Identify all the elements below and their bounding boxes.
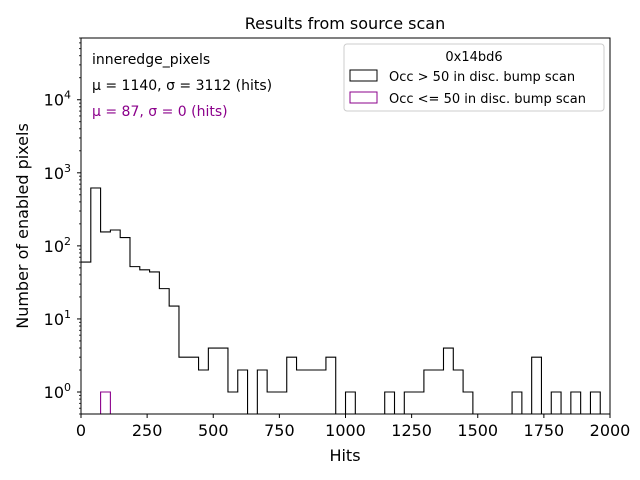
x-tick-label: 750 bbox=[264, 421, 295, 440]
chart-title: Results from source scan bbox=[245, 14, 445, 33]
legend: 0x14bd6 Occ > 50 in disc. bump scan Occ … bbox=[343, 43, 605, 112]
annotation-stats-main: μ = 1140, σ = 3112 (hits) bbox=[92, 78, 272, 94]
y-tick-label: 103 bbox=[44, 162, 71, 183]
x-tick-label: 2000 bbox=[590, 421, 631, 440]
annotation-stats-secondary: μ = 87, σ = 0 (hits) bbox=[92, 104, 228, 120]
x-tick-label: 1250 bbox=[391, 421, 432, 440]
legend-label-series-2: Occ <= 50 in disc. bump scan bbox=[389, 92, 586, 107]
x-tick-label: 500 bbox=[198, 421, 229, 440]
y-tick-label: 104 bbox=[44, 89, 71, 110]
legend-label-series-1: Occ > 50 in disc. bump scan bbox=[389, 70, 575, 85]
x-tick-label: 1000 bbox=[325, 421, 366, 440]
x-axis: 0 250 500 750 1000 1250 1500 1750 2000 bbox=[76, 414, 630, 440]
legend-box bbox=[343, 43, 605, 112]
x-axis-label: Hits bbox=[329, 446, 360, 465]
y-tick-label: 100 bbox=[44, 381, 71, 402]
y-axis-label: Number of enabled pixels bbox=[13, 123, 32, 329]
legend-swatch-purple bbox=[349, 91, 378, 104]
x-tick-label: 1750 bbox=[524, 421, 565, 440]
legend-title: 0x14bd6 bbox=[445, 50, 502, 65]
y-axis: 100 101 102 103 104 bbox=[44, 37, 81, 415]
annotation-dataset-name: inneredge_pixels bbox=[92, 52, 210, 68]
x-tick-label: 250 bbox=[132, 421, 163, 440]
y-tick-label: 102 bbox=[44, 235, 71, 256]
y-tick-label: 101 bbox=[44, 308, 71, 329]
legend-swatch-black bbox=[349, 69, 378, 82]
x-tick-label: 0 bbox=[76, 421, 86, 440]
x-tick-label: 1500 bbox=[457, 421, 498, 440]
annotations: inneredge_pixels μ = 1140, σ = 3112 (hit… bbox=[92, 52, 272, 120]
